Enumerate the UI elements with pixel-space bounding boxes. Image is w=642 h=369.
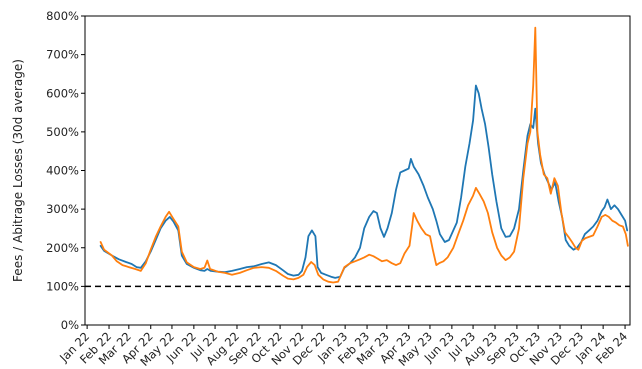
y-axis-label: Fees / Abitrage Losses (30d average) xyxy=(11,59,25,282)
series-lines xyxy=(99,26,629,284)
series-line-blue xyxy=(99,84,629,279)
y-tick-label: 300% xyxy=(46,202,79,216)
y-tick-labels: 0% 100% 200% 300% 400% 500% 600% 700% 800% xyxy=(46,9,79,332)
x-tick-marks xyxy=(86,325,626,329)
y-tick-label: 700% xyxy=(46,48,79,62)
y-tick-marks xyxy=(81,15,85,326)
y-tick-label: 500% xyxy=(46,125,79,139)
series-line-orange xyxy=(99,26,629,284)
y-tick-label: 800% xyxy=(46,9,79,23)
plot-area xyxy=(85,26,630,288)
y-tick-label: 100% xyxy=(46,279,79,293)
y-tick-label: 0% xyxy=(61,318,79,332)
axes-frame xyxy=(84,15,631,326)
y-tick-label: 600% xyxy=(46,86,79,100)
y-tick-label: 200% xyxy=(46,241,79,255)
y-tick-label: 400% xyxy=(46,164,79,178)
